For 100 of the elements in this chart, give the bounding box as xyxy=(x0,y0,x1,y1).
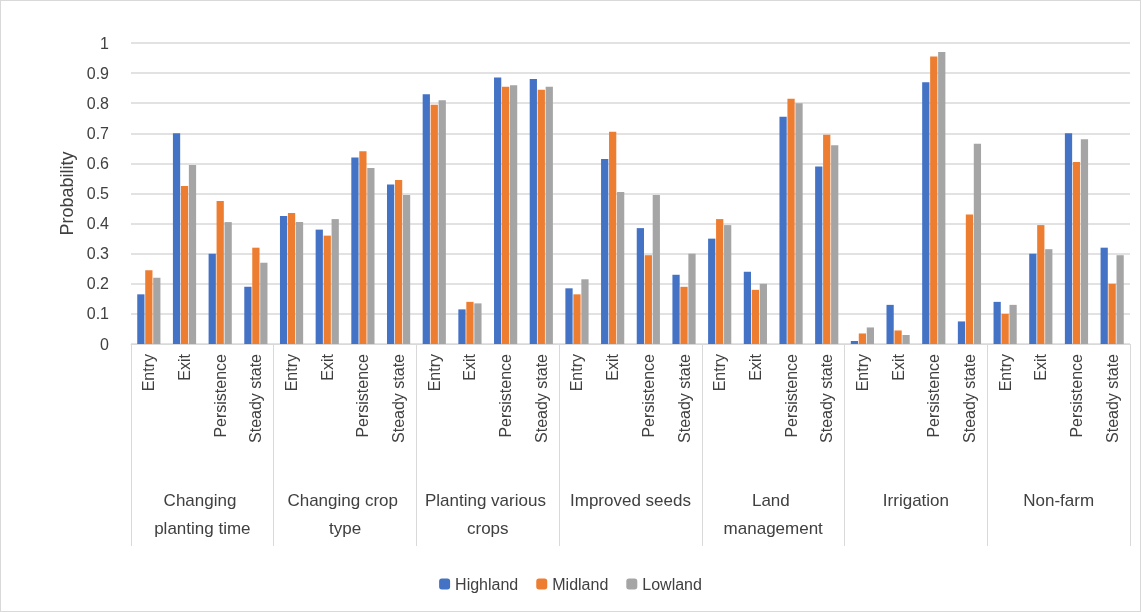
bar xyxy=(545,86,553,344)
bar xyxy=(216,201,224,344)
x-tick-label: Steady state xyxy=(675,353,693,443)
bar xyxy=(965,214,974,344)
x-tick-label: Persistence xyxy=(354,353,372,438)
legend-label: Lowland xyxy=(642,575,702,593)
bar xyxy=(751,289,759,344)
bar xyxy=(180,185,189,344)
text: Land management xyxy=(723,490,824,538)
bar xyxy=(260,262,268,344)
x-tick-label: Entry xyxy=(425,354,443,392)
y-axis-title: Probability xyxy=(56,151,77,236)
bar xyxy=(636,228,644,344)
bar xyxy=(902,334,910,344)
bar xyxy=(359,151,367,344)
y-tick-label: 0.5 xyxy=(86,185,110,202)
x-tick-label: Entry xyxy=(853,354,871,392)
y-tick-label: 0 xyxy=(100,335,110,353)
x-tick-label: Entry xyxy=(996,354,1014,392)
bar xyxy=(295,222,304,344)
bar xyxy=(224,222,232,344)
text: Changing crop type xyxy=(287,490,403,538)
bar xyxy=(430,104,438,344)
bar xyxy=(708,238,716,344)
bar xyxy=(351,157,359,344)
y-tick-label: 0.8 xyxy=(86,94,110,112)
bar xyxy=(850,340,859,344)
bar xyxy=(779,116,787,344)
bar xyxy=(866,327,875,344)
bar xyxy=(1009,304,1017,344)
bar xyxy=(565,288,573,344)
bar xyxy=(930,56,938,344)
x-tick-label: Steady state xyxy=(532,353,550,443)
x-tick-label: Entry xyxy=(568,354,586,392)
bar xyxy=(652,195,660,344)
x-tick-label: Persistence xyxy=(1067,353,1085,438)
bar xyxy=(315,229,323,344)
text: Non-farm xyxy=(1023,490,1095,510)
bar xyxy=(386,184,395,344)
y-tick-label: 0.6 xyxy=(86,154,110,172)
bar xyxy=(1037,225,1045,344)
bar xyxy=(688,253,696,344)
bar xyxy=(1072,161,1081,344)
x-tick-label: Steady state xyxy=(390,353,408,443)
y-tick-label: 1 xyxy=(100,34,110,52)
bar xyxy=(466,301,474,344)
bar xyxy=(1029,253,1037,344)
text: Irrigation xyxy=(882,490,949,510)
bar xyxy=(886,304,894,344)
bar xyxy=(323,235,331,344)
bar xyxy=(609,131,617,344)
text: Planting various crops xyxy=(424,490,551,538)
bar xyxy=(823,134,831,344)
bar xyxy=(208,253,216,344)
x-tick-label: Exit xyxy=(889,353,907,381)
x-tick-label: Persistence xyxy=(497,353,515,438)
bar xyxy=(394,179,403,344)
bar xyxy=(617,192,625,344)
bar xyxy=(458,309,466,344)
bar xyxy=(287,213,296,344)
x-tick-label: Steady state xyxy=(247,353,265,443)
bar xyxy=(1045,249,1053,344)
bar xyxy=(787,98,795,344)
y-tick-label: 0.3 xyxy=(86,245,110,263)
bar xyxy=(815,166,823,344)
bar xyxy=(494,77,502,344)
bar xyxy=(172,133,181,344)
bar xyxy=(502,86,510,344)
bar xyxy=(573,294,581,344)
bar xyxy=(1001,313,1009,344)
bar xyxy=(188,164,197,344)
x-tick-label: Exit xyxy=(318,353,336,381)
x-tick-label: Exit xyxy=(1032,353,1050,381)
bar xyxy=(672,274,680,344)
y-tick-label: 0.1 xyxy=(86,305,110,323)
bar xyxy=(795,103,803,344)
bar xyxy=(537,89,545,344)
bar xyxy=(581,279,589,344)
bar xyxy=(438,100,446,344)
x-tick-label: Persistence xyxy=(925,353,943,438)
text: Improved seeds xyxy=(570,490,691,510)
bar xyxy=(145,270,153,344)
legend-label: Midland xyxy=(552,575,609,593)
x-tick-label: Steady state xyxy=(960,353,978,443)
legend-label: Highland xyxy=(455,575,519,593)
bar xyxy=(993,301,1001,344)
bar xyxy=(367,167,375,344)
bar xyxy=(759,283,767,344)
bar xyxy=(137,294,145,344)
bar xyxy=(716,219,724,344)
y-tick-label: 0.2 xyxy=(86,275,110,293)
bar xyxy=(331,219,339,344)
bar xyxy=(957,321,966,344)
bar xyxy=(153,277,161,344)
bar xyxy=(509,85,518,344)
bar xyxy=(858,333,867,344)
bar xyxy=(1080,139,1089,344)
x-tick-label: Exit xyxy=(176,353,194,381)
bar xyxy=(1116,255,1124,344)
x-tick-label: Exit xyxy=(604,353,622,381)
